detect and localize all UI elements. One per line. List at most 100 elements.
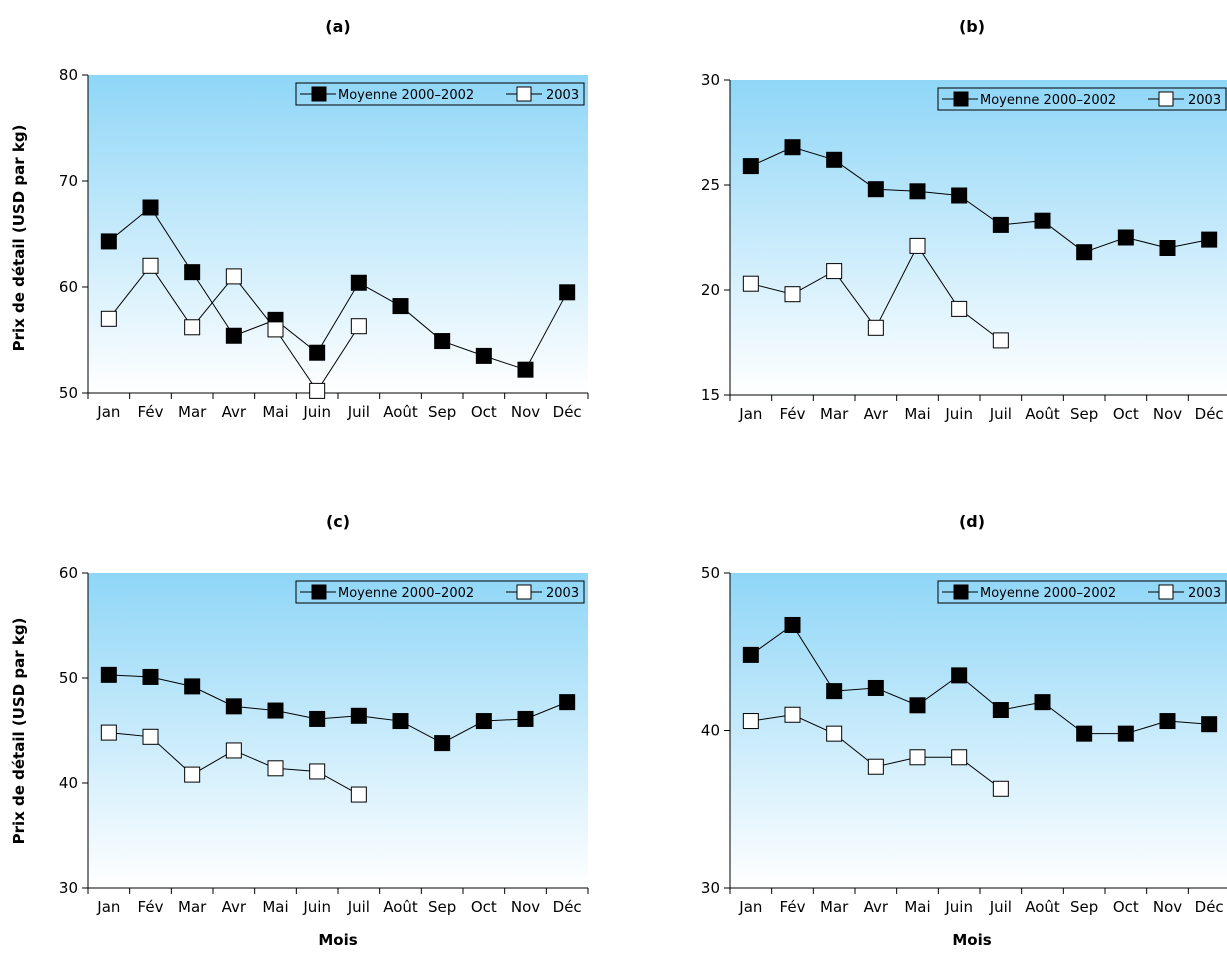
y-tick-label: 60: [59, 278, 78, 296]
data-point-moyenne: [784, 139, 801, 156]
data-point-moyenne: [100, 666, 117, 683]
legend-marker-moyenne: [311, 584, 327, 600]
data-point-moyenne: [225, 698, 242, 715]
data-point-2003: [184, 319, 201, 336]
legend-box: [295, 82, 585, 106]
legend-label-moyenne: Moyenne 2000–2002: [980, 586, 1116, 601]
data-point-moyenne: [517, 710, 534, 727]
data-point-moyenne: [142, 199, 159, 216]
data-point-moyenne: [909, 697, 926, 714]
data-point-moyenne: [309, 710, 326, 727]
data-point-moyenne: [1117, 229, 1134, 246]
data-point-2003: [826, 263, 843, 280]
data-point-moyenne: [392, 713, 409, 730]
x-tick-label: Juin: [944, 405, 973, 423]
data-point-2003: [742, 275, 759, 292]
legend-box: [937, 87, 1227, 111]
data-point-2003: [992, 332, 1009, 349]
y-tick-label: 20: [701, 281, 720, 299]
chart-panel-c: 30 40 50 60 Jan Fév Mar Avr Mai Juin Juil Août Sep Oc…: [10, 512, 589, 949]
y-tick-label: 40: [701, 722, 720, 740]
data-point-2003: [951, 300, 968, 317]
data-point-moyenne: [475, 347, 492, 364]
x-tick-label: Déc: [553, 898, 582, 916]
x-tick-label: Fév: [780, 405, 806, 423]
x-tick-label: Août: [1025, 405, 1060, 423]
data-point-moyenne: [350, 274, 367, 291]
legend-marker-moyenne: [953, 584, 969, 600]
y-tick-label: 70: [59, 172, 78, 190]
data-point-2003: [742, 713, 759, 730]
x-tick-label: Nov: [511, 898, 540, 916]
x-tick-label: Juin: [944, 898, 973, 916]
x-tick-label: Fév: [780, 898, 806, 916]
data-point-2003: [225, 268, 242, 285]
x-tick-label: Avr: [864, 405, 889, 423]
data-point-moyenne: [1034, 212, 1051, 229]
x-tick-label: Fév: [138, 898, 164, 916]
data-point-2003: [267, 321, 284, 338]
data-point-2003: [867, 758, 884, 775]
x-tick-label: Nov: [1153, 898, 1182, 916]
data-point-moyenne: [1076, 725, 1093, 742]
x-tick-label: Mai: [262, 898, 288, 916]
data-point-2003: [267, 760, 284, 777]
x-tick-label: Mai: [262, 403, 288, 421]
data-point-moyenne: [867, 181, 884, 198]
data-point-moyenne: [992, 216, 1009, 233]
legend-box: [295, 580, 585, 604]
data-point-moyenne: [142, 668, 159, 685]
data-point-moyenne: [267, 702, 284, 719]
data-point-moyenne: [350, 707, 367, 724]
x-tick-label: Fév: [138, 403, 164, 421]
data-point-2003: [867, 319, 884, 336]
x-tick-label: Oct: [471, 898, 497, 916]
legend-label-2003: 2003: [1188, 586, 1221, 601]
data-point-moyenne: [742, 158, 759, 175]
data-point-moyenne: [434, 333, 451, 350]
data-point-moyenne: [100, 233, 117, 250]
legend-label-moyenne: Moyenne 2000–2002: [338, 586, 474, 601]
x-tick-label: Mai: [904, 405, 930, 423]
data-point-2003: [909, 237, 926, 254]
x-axis-title: Mois: [318, 931, 357, 949]
data-point-2003: [784, 286, 801, 303]
legend: Moyenne 2000–2002 2003: [937, 580, 1227, 604]
legend-marker-moyenne: [953, 91, 969, 107]
legend-marker-2003: [1158, 91, 1174, 107]
legend-marker-2003: [516, 86, 532, 102]
x-tick-label: Mar: [178, 403, 207, 421]
legend-marker-moyenne: [311, 86, 327, 102]
legend: Moyenne 2000–2002 2003: [937, 87, 1227, 111]
x-tick-label: Sep: [428, 898, 456, 916]
legend: Moyenne 2000–2002 2003: [295, 82, 585, 106]
x-tick-label: Sep: [1070, 405, 1098, 423]
data-point-2003: [309, 382, 326, 399]
panel-title: (c): [326, 512, 350, 531]
data-point-moyenne: [951, 187, 968, 204]
legend-label-2003: 2003: [546, 88, 579, 103]
y-tick-label: 30: [59, 879, 78, 897]
x-tick-label: Août: [1025, 898, 1060, 916]
x-tick-label: Nov: [511, 403, 540, 421]
x-tick-label: Oct: [1113, 405, 1139, 423]
data-point-moyenne: [517, 361, 534, 378]
data-point-moyenne: [475, 713, 492, 730]
data-point-moyenne: [434, 735, 451, 752]
data-point-moyenne: [1201, 231, 1218, 248]
y-tick-label: 50: [701, 564, 720, 582]
legend-marker-2003: [516, 584, 532, 600]
data-point-moyenne: [742, 646, 759, 663]
data-point-2003: [350, 786, 367, 803]
x-tick-label: Sep: [428, 403, 456, 421]
data-point-moyenne: [826, 683, 843, 700]
x-tick-label: Oct: [471, 403, 497, 421]
x-tick-label: Mar: [820, 405, 849, 423]
x-tick-label: Sep: [1070, 898, 1098, 916]
data-point-moyenne: [1034, 694, 1051, 711]
data-point-2003: [784, 706, 801, 723]
data-point-2003: [909, 749, 926, 766]
x-tick-label: Mar: [178, 898, 207, 916]
